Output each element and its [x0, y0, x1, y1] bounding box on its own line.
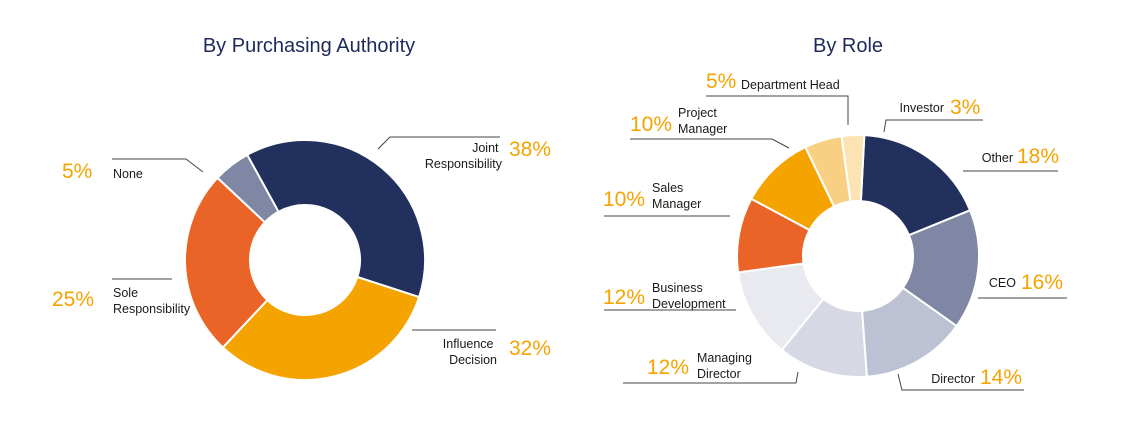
pct-sole-responsibility: 25%	[52, 288, 94, 311]
label-director: Director	[931, 372, 975, 386]
label-ceo: CEO	[989, 276, 1016, 290]
leader-none	[112, 158, 204, 173]
donut-by-role	[736, 134, 980, 378]
chart-title-purchasing-authority: By Purchasing Authority	[203, 35, 415, 57]
slice-ceo	[901, 208, 980, 328]
pct-joint-responsibility: 38%	[509, 138, 551, 161]
pct-ceo: 16%	[1021, 271, 1063, 294]
label-none: None	[113, 167, 143, 181]
chart-title-by-role: By Role	[813, 35, 883, 57]
pct-managing-director: 12%	[647, 356, 689, 379]
pct-project-manager: 10%	[630, 113, 672, 136]
leader-director	[897, 373, 1024, 391]
label-sales-manager: Sales Manager	[652, 181, 701, 211]
pct-other: 18%	[1017, 145, 1059, 168]
donut-purchasing-authority	[184, 139, 426, 381]
pct-influence-decision: 32%	[509, 337, 551, 360]
pct-director: 14%	[980, 366, 1022, 389]
slice-none	[216, 153, 280, 224]
label-sole-responsibility: Sole Responsibility	[113, 286, 191, 316]
slice-sole-responsibility	[184, 176, 269, 349]
label-influence-decision: Influence Decision	[443, 337, 497, 367]
label-managing-director: Managing Director	[697, 351, 755, 381]
leader-managing-director	[623, 371, 799, 384]
leader-department-head	[706, 95, 849, 125]
slice-joint-responsibility	[245, 139, 426, 299]
leader-investor	[883, 119, 983, 133]
pct-investor: 3%	[950, 96, 980, 119]
label-business-development: Business Development	[652, 281, 726, 311]
leader-project-manager	[630, 138, 790, 149]
label-project-manager: Project Manager	[678, 106, 727, 136]
label-investor: Investor	[900, 101, 944, 115]
slice-influence-decision	[221, 275, 421, 381]
leader-joint	[377, 136, 500, 150]
label-other: Other	[982, 151, 1013, 165]
pct-business-development: 12%	[603, 286, 645, 309]
label-department-head: Department Head	[741, 78, 840, 92]
pct-sales-manager: 10%	[603, 188, 645, 211]
label-joint-responsibility: Joint Responsibility	[425, 141, 503, 171]
pct-none: 5%	[62, 160, 92, 183]
pct-department-head: 5%	[706, 70, 736, 93]
slice-investor	[840, 134, 866, 203]
